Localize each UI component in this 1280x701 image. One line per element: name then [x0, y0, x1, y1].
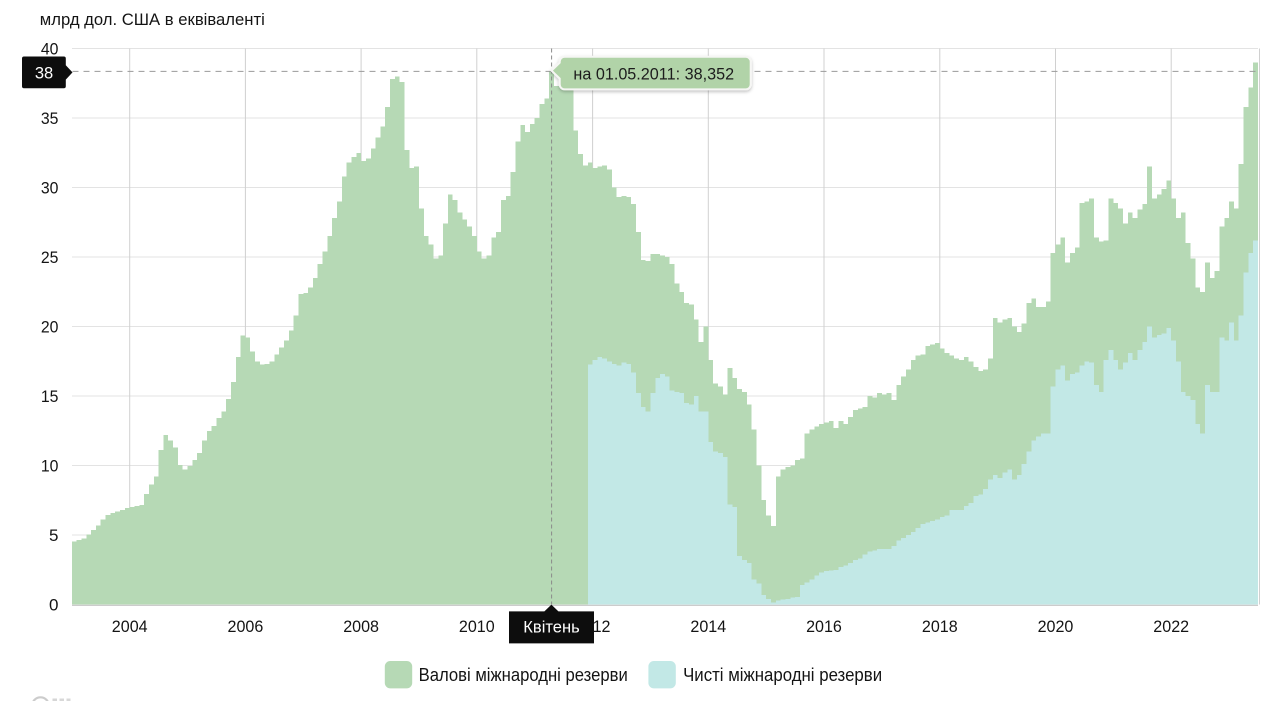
svg-text:2008: 2008 [343, 617, 379, 636]
svg-text:0: 0 [49, 596, 58, 615]
svg-text:млрд дол. США в еквіваленті: млрд дол. США в еквіваленті [40, 10, 265, 29]
svg-text:5: 5 [49, 526, 58, 545]
svg-text:2018: 2018 [922, 617, 958, 636]
svg-text:2014: 2014 [690, 617, 726, 636]
svg-text:2006: 2006 [228, 617, 264, 636]
svg-text:38: 38 [35, 64, 53, 82]
svg-text:30: 30 [41, 179, 59, 198]
svg-text:15: 15 [41, 387, 59, 406]
svg-text:2004: 2004 [112, 617, 148, 636]
svg-text:2010: 2010 [459, 617, 495, 636]
svg-text:40: 40 [41, 40, 59, 59]
svg-text:на 01.05.2011: 38,352: на 01.05.2011: 38,352 [573, 64, 734, 83]
svg-text:35: 35 [41, 109, 59, 128]
svg-text:Чисті міжнародні резерви: Чисті міжнародні резерви [683, 665, 882, 685]
svg-text:Квітень: Квітень [523, 619, 579, 637]
svg-text:25: 25 [41, 248, 59, 267]
svg-text:2020: 2020 [1038, 617, 1074, 636]
svg-text:2022: 2022 [1153, 617, 1189, 636]
svg-text:Валові міжнародні резерви: Валові міжнародні резерви [419, 665, 628, 685]
svg-text:2016: 2016 [806, 617, 842, 636]
svg-text:10: 10 [41, 457, 59, 476]
svg-text:20: 20 [41, 318, 59, 337]
